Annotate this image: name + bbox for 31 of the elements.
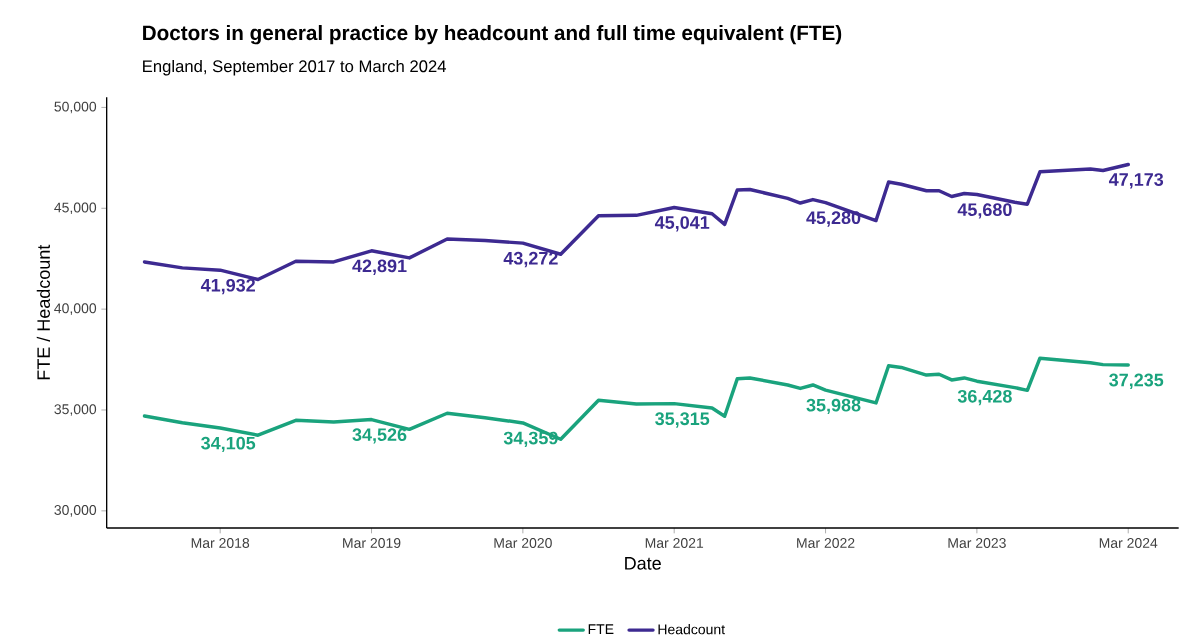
y-tick-label: 50,000 — [54, 101, 97, 114]
data-label: 34,105 — [201, 436, 256, 453]
x-tick-label: Mar 2024 — [1099, 538, 1158, 548]
legend-label: FTE — [588, 624, 614, 634]
data-label: 35,988 — [806, 398, 861, 415]
y-tick-label: 30,000 — [54, 505, 97, 517]
data-label: 37,235 — [1109, 373, 1164, 389]
data-label: 45,680 — [957, 203, 1012, 219]
y-axis-title: FTE / Headcount — [36, 244, 50, 380]
chart-title: Doctors in general practice by headcount and full time equivalent (FTE) — [143, 25, 842, 45]
x-tick-label: Mar 2021 — [645, 538, 704, 548]
chart-subtitle: England, September 2017 to March 2024 — [143, 59, 447, 76]
legend-label: Headcount — [658, 624, 725, 635]
y-tick-label: 45,000 — [54, 202, 97, 215]
data-label: 35,315 — [655, 412, 710, 428]
data-label: 45,041 — [654, 216, 710, 232]
x-tick-label: Mar 2018 — [191, 538, 250, 548]
data-label: 43,272 — [503, 251, 558, 268]
x-axis-title: Date — [625, 557, 661, 570]
y-tick-label: 35,000 — [54, 404, 97, 416]
x-tick-label: Mar 2019 — [343, 538, 401, 548]
x-tick-label: Mar 2022 — [797, 538, 855, 548]
data-label: 45,280 — [806, 211, 861, 227]
data-label: 36,428 — [957, 389, 1012, 406]
x-tick-label: Mar 2023 — [948, 538, 1006, 548]
x-tick-label: Mar 2020 — [494, 538, 552, 548]
y-tick-label: 40,000 — [54, 303, 97, 315]
data-label: 34,526 — [352, 428, 407, 444]
data-label: 47,173 — [1108, 173, 1164, 189]
data-label: 42,891 — [352, 259, 407, 275]
data-label: 41,932 — [200, 278, 255, 295]
